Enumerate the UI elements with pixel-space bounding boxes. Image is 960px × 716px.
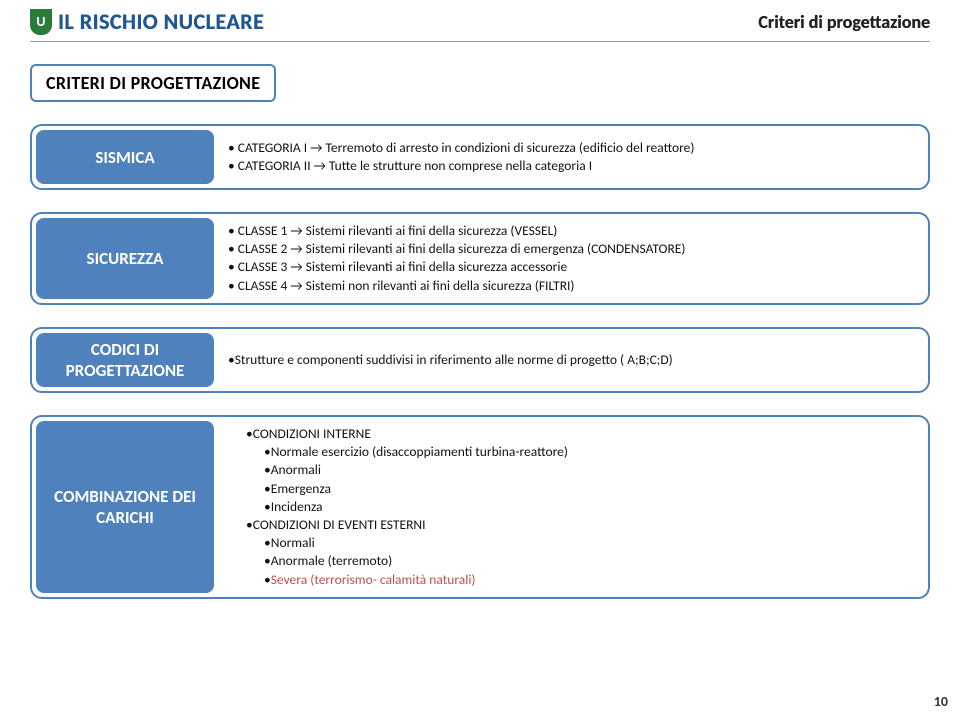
- header-bar: U IL RISCHIO NUCLEARE Criteri di progett…: [30, 0, 930, 42]
- row-codici: CODICI DI PROGETTAZIONE •Strutture e com…: [30, 327, 930, 393]
- list-item-header: •CONDIZIONI DI EVENTI ESTERNI: [246, 516, 914, 534]
- list-item: •Anormale (terremoto): [264, 552, 914, 570]
- list-item: •Normale esercizio (disaccoppiamenti tur…: [264, 443, 914, 461]
- list-item: CLASSE 2 → Sistemi rilevanti ai fini del…: [228, 240, 914, 258]
- page-title-left: IL RISCHIO NUCLEARE: [58, 8, 264, 35]
- codici-text: Strutture e componenti suddivisi in rife…: [235, 351, 673, 368]
- logo-icon: U: [30, 9, 52, 35]
- interne-item: Normale esercizio (disaccoppiamenti turb…: [271, 443, 568, 460]
- list-item: CLASSE 4 → Sistemi non rilevanti ai fini…: [228, 277, 914, 295]
- header-left: U IL RISCHIO NUCLEARE: [30, 8, 264, 35]
- interne-item: Anormali: [271, 461, 321, 478]
- list-item: CATEGORIA I → Terremoto di arresto in co…: [228, 139, 914, 157]
- row-label-codici: CODICI DI PROGETTAZIONE: [36, 333, 214, 387]
- list-item: CLASSE 3 → Sistemi rilevanti ai fini del…: [228, 258, 914, 276]
- list-item-header: •CONDIZIONI INTERNE: [246, 425, 914, 443]
- list-item: •Incidenza: [264, 498, 914, 516]
- row-content-codici: •Strutture e componenti suddivisi in rif…: [218, 329, 928, 391]
- list-item: •Severa (terrorismo- calamità naturali): [264, 571, 914, 589]
- esterni-item: Anormale (terremoto): [271, 552, 393, 569]
- list-item: •Normali: [264, 534, 914, 552]
- row-sismica: SISMICA CATEGORIA I → Terremoto di arres…: [30, 124, 930, 190]
- list-item: •Anormali: [264, 461, 914, 479]
- esterni-header: CONDIZIONI DI EVENTI ESTERNI: [253, 516, 426, 533]
- interne-item: Emergenza: [271, 480, 331, 497]
- severa-item: Severa (terrorismo- calamità naturali): [271, 571, 476, 588]
- row-content-sismica: CATEGORIA I → Terremoto di arresto in co…: [218, 126, 928, 188]
- row-content-combinazione: •CONDIZIONI INTERNE •Normale esercizio (…: [218, 417, 928, 597]
- row-label-sismica: SISMICA: [36, 130, 214, 184]
- list-item: CATEGORIA II → Tutte le strutture non co…: [228, 157, 914, 175]
- list-item: CLASSE 1 → Sistemi rilevanti ai fini del…: [228, 222, 914, 240]
- esterni-item: Normali: [271, 534, 315, 551]
- row-label-sicurezza: SICUREZZA: [36, 218, 214, 299]
- list-item: •Strutture e componenti suddivisi in rif…: [228, 351, 914, 369]
- page-number: 10: [934, 693, 948, 710]
- section-badge: CRITERI DI PROGETTAZIONE: [30, 64, 276, 102]
- rows-container: SISMICA CATEGORIA I → Terremoto di arres…: [30, 124, 930, 599]
- row-content-sicurezza: CLASSE 1 → Sistemi rilevanti ai fini del…: [218, 214, 928, 303]
- row-combinazione: COMBINAZIONE DEI CARICHI •CONDIZIONI INT…: [30, 415, 930, 599]
- interne-header: CONDIZIONI INTERNE: [253, 425, 371, 442]
- list-item: •Emergenza: [264, 480, 914, 498]
- row-label-combinazione: COMBINAZIONE DEI CARICHI: [36, 421, 214, 593]
- row-sicurezza: SICUREZZA CLASSE 1 → Sistemi rilevanti a…: [30, 212, 930, 305]
- interne-item: Incidenza: [271, 498, 323, 515]
- page-title-right: Criteri di progettazione: [758, 11, 930, 33]
